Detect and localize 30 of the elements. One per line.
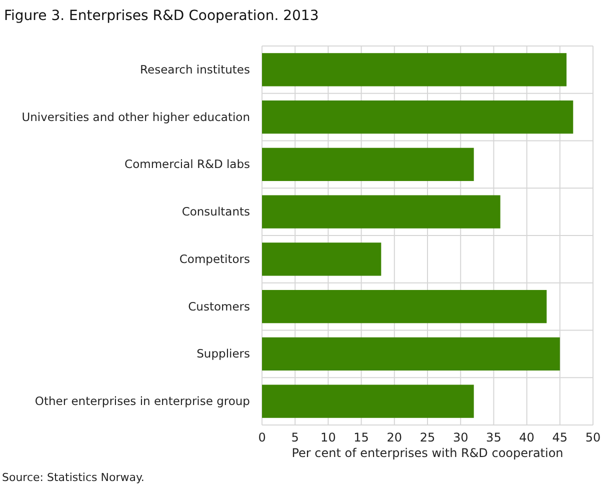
x-tick-label: 10 xyxy=(320,430,336,445)
y-tick-label: Competitors xyxy=(179,252,250,266)
bar xyxy=(262,53,567,86)
y-tick-label: Commercial R&D labs xyxy=(124,157,250,172)
y-tick-label: Universities and other higher education xyxy=(22,110,250,124)
bar xyxy=(262,148,474,182)
bar xyxy=(262,384,474,418)
x-tick-label: 15 xyxy=(354,430,369,445)
source-note: Source: Statistics Norway. xyxy=(2,471,144,484)
x-tick-label: 25 xyxy=(420,430,436,445)
bar xyxy=(262,290,547,324)
x-tick-label: 35 xyxy=(486,430,502,445)
y-tick-label: Research institutes xyxy=(140,62,250,76)
x-axis-title: Per cent of enterprises with R&D cooperation xyxy=(292,446,564,460)
y-tick-label: Other enterprises in enterprise group xyxy=(34,394,250,408)
x-tick-label: 30 xyxy=(452,430,468,445)
x-tick-label: 45 xyxy=(552,430,568,445)
y-tick-label: Suppliers xyxy=(196,346,250,361)
chart-title: Figure 3. Enterprises R&D Cooperation. 2013 xyxy=(4,8,319,24)
x-tick-label: 50 xyxy=(585,430,601,445)
bar xyxy=(262,337,560,371)
bar xyxy=(262,242,382,276)
y-tick-label: Customers xyxy=(188,299,250,314)
x-tick-label: 40 xyxy=(519,430,534,445)
bar xyxy=(262,195,500,228)
x-tick-label: 0 xyxy=(258,430,266,445)
bar xyxy=(262,100,574,134)
x-tick-label: 5 xyxy=(291,430,299,445)
x-tick-label: 20 xyxy=(386,430,402,445)
y-tick-label: Consultants xyxy=(182,204,250,218)
